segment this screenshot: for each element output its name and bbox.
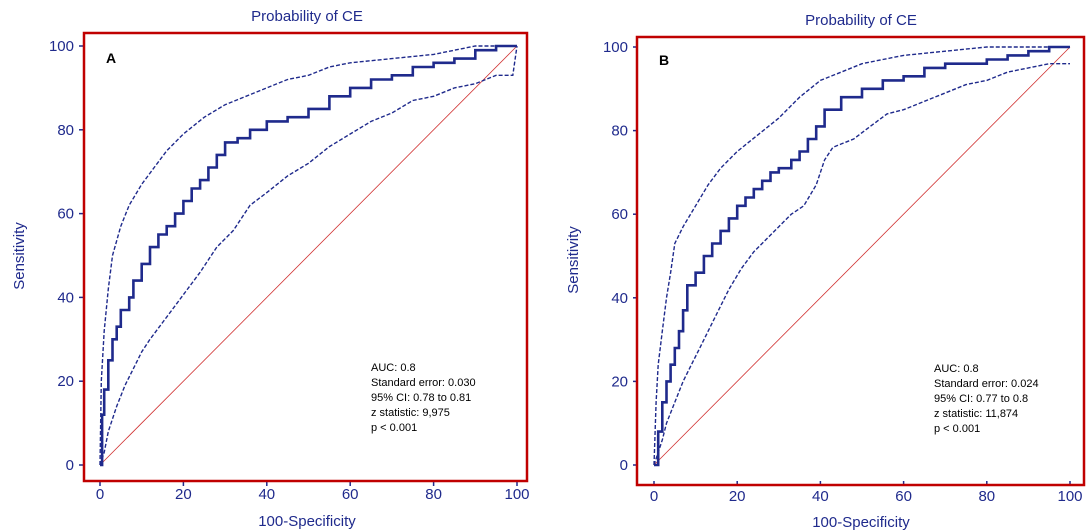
stat-p: p < 0.001 <box>371 422 417 434</box>
stats-box: AUC: 0.8 Standard error: 0.024 95% CI: 0… <box>934 363 1039 435</box>
y-axis-label: Sensitivity <box>565 226 582 294</box>
roc-chart-b: Probability of CE 100-Specificity Sensit… <box>565 12 1086 531</box>
y-tick-label: 100 <box>49 38 74 55</box>
x-tick-label: 40 <box>258 486 275 503</box>
stat-auc: AUC: 0.8 <box>934 363 979 375</box>
y-tick-label: 40 <box>611 290 628 307</box>
y-axis-label: Sensitivity <box>11 222 28 290</box>
stat-ci: 95% CI: 0.78 to 0.81 <box>371 392 471 404</box>
stat-p: p < 0.001 <box>934 423 980 435</box>
y-tick-label: 0 <box>620 457 628 474</box>
x-tick-label: 0 <box>96 486 104 503</box>
plot-frame <box>82 31 529 483</box>
ci-upper-bound <box>653 46 1070 466</box>
x-tick-label: 80 <box>978 488 995 505</box>
y-tick-label: 20 <box>57 373 74 390</box>
panel-label: B <box>659 52 669 68</box>
roc-curve <box>100 44 517 467</box>
stat-standard-error: Standard error: 0.024 <box>934 378 1039 390</box>
stats-box: AUC: 0.8 Standard error: 0.030 95% CI: 0… <box>371 362 476 434</box>
x-tick-label: 100 <box>504 486 529 503</box>
y-tick-label: 100 <box>603 39 628 56</box>
stat-z: z statistic: 9,975 <box>371 407 450 419</box>
y-tick-label: 20 <box>611 373 628 390</box>
stat-auc: AUC: 0.8 <box>371 362 416 374</box>
y-tick-label: 60 <box>57 206 74 223</box>
roc-curve <box>654 45 1070 467</box>
x-tick-label: 100 <box>1057 488 1082 505</box>
y-tick-label: 80 <box>57 122 74 139</box>
stat-z: z statistic: 11,874 <box>934 408 1018 420</box>
plot-frame <box>635 35 1086 487</box>
stat-ci: 95% CI: 0.77 to 0.8 <box>934 393 1028 405</box>
y-tick-label: 60 <box>611 206 628 223</box>
panel-label: A <box>106 50 116 66</box>
stat-standard-error: Standard error: 0.030 <box>371 377 476 389</box>
ci-lower-bound <box>653 63 1070 466</box>
x-tick-label: 40 <box>812 488 829 505</box>
roc-chart-a: Probability of CE 100-Specificity Sensit… <box>11 8 530 530</box>
x-tick-label: 20 <box>175 486 192 503</box>
x-axis-label: 100-Specificity <box>812 514 910 531</box>
reference-diagonal <box>99 45 518 466</box>
x-tick-label: 80 <box>425 486 442 503</box>
ci-lower-bound <box>99 45 518 466</box>
x-axis-label: 100-Specificity <box>258 513 356 530</box>
x-tick-label: 0 <box>650 488 658 505</box>
y-tick-label: 0 <box>66 457 74 474</box>
chart-title: Probability of CE <box>251 8 363 25</box>
x-tick-label: 60 <box>895 488 912 505</box>
chart-title: Probability of CE <box>805 12 917 29</box>
reference-diagonal <box>653 46 1071 466</box>
y-tick-label: 40 <box>57 289 74 306</box>
x-tick-label: 60 <box>342 486 359 503</box>
x-tick-label: 20 <box>729 488 746 505</box>
ci-upper-bound <box>99 45 517 466</box>
y-tick-label: 80 <box>611 123 628 140</box>
